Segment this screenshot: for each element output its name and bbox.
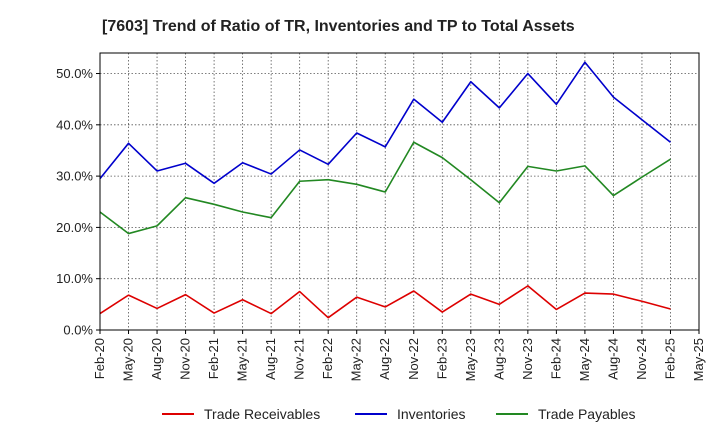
x-tick-label: Nov-22: [406, 338, 421, 380]
legend-label: Trade Receivables: [204, 406, 320, 422]
x-tick-label: Aug-20: [149, 338, 164, 380]
x-tick-label: Nov-24: [634, 338, 649, 380]
x-tick-label: Feb-21: [206, 338, 221, 379]
series-layer: [99, 61, 671, 319]
x-tick-label: Nov-23: [520, 338, 535, 380]
y-tick-label: 30.0%: [56, 169, 93, 184]
x-tick-label: Feb-24: [548, 338, 563, 379]
x-tick-label: Nov-20: [178, 338, 193, 380]
x-tick-label: Aug-21: [263, 338, 278, 380]
y-tick-label: 10.0%: [56, 271, 93, 286]
series-line-trade-receivables: [99, 285, 671, 319]
x-tick-label: Feb-25: [662, 338, 677, 379]
x-tick-label: Aug-24: [605, 338, 620, 380]
x-tick-label: May-21: [235, 338, 250, 381]
x-tick-label: May-25: [691, 338, 706, 381]
legend-label: Inventories: [397, 406, 465, 422]
x-tick-label: May-23: [463, 338, 478, 381]
x-tick-label: Feb-23: [434, 338, 449, 379]
series-line-inventories: [99, 61, 671, 185]
x-tick-label: May-20: [121, 338, 136, 381]
x-tick-label: Nov-21: [292, 338, 307, 380]
chart-title: [7603] Trend of Ratio of TR, Inventories…: [102, 18, 575, 35]
x-tick-label: Feb-20: [92, 338, 107, 379]
grid: [99, 53, 700, 331]
legend: Trade Receivables Inventories Trade Payabl…: [162, 406, 636, 422]
series-line-trade-payables: [99, 141, 671, 235]
x-axis: Feb-20 May-20 Aug-20 Nov-20 Feb-21 May-21 Aug-…: [92, 330, 706, 381]
y-tick-label: 50.0%: [56, 66, 93, 81]
y-tick-label: 0.0%: [63, 323, 93, 338]
y-tick-label: 40.0%: [56, 117, 93, 132]
x-tick-label: May-22: [349, 338, 364, 381]
x-tick-label: Feb-22: [320, 338, 335, 379]
x-tick-label: May-24: [577, 338, 592, 381]
plot-area: [99, 52, 700, 331]
y-axis: 0.0% 10.0% 20.0% 30.0% 40.0% 50.0%: [56, 66, 100, 338]
x-tick-label: Aug-23: [491, 338, 506, 380]
legend-label: Trade Payables: [538, 406, 636, 422]
y-tick-label: 20.0%: [56, 220, 93, 235]
x-tick-label: Aug-22: [377, 338, 392, 380]
